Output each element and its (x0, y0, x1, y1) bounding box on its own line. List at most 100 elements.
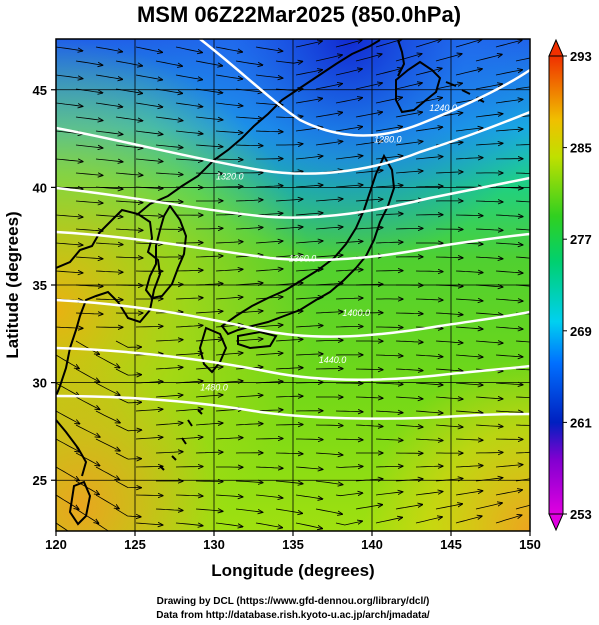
figure-title: MSM 06Z22Mar2025 (850.0hPa) (137, 2, 461, 27)
streamline-arrow (415, 127, 443, 132)
streamline-arrow (195, 395, 223, 397)
streamline-arrow (395, 54, 422, 62)
streamline-arrow (255, 325, 283, 327)
streamline-arrow (355, 425, 383, 427)
streamline-arrow (295, 98, 323, 104)
streamline-arrow (155, 452, 183, 453)
streamline-arrow (335, 411, 363, 412)
streamline-arrow (475, 341, 503, 343)
colorbar-min-triangle (548, 513, 564, 532)
streamline-arrow (275, 116, 303, 117)
streamline-arrow (435, 504, 463, 510)
streamline-arrow (75, 368, 100, 382)
streamline-arrow (455, 299, 483, 301)
contour-labels: 1240.0 1280.0 1320.0 1360.0 1400.0 1440.0 1480… (200, 103, 457, 392)
streamline-arrow (455, 491, 483, 496)
streamline-arrow (315, 227, 343, 229)
streamline-arrow (75, 424, 100, 437)
streamline-arrow (235, 200, 263, 201)
streamline-arrow (235, 339, 263, 341)
contour-label: 1400.0 (342, 308, 370, 318)
streamline-arrow (395, 341, 423, 342)
wind-streamlines (56, 39, 530, 531)
streamline-arrow (215, 297, 243, 299)
streamline-arrow (175, 270, 203, 271)
colorbar-tick-label: 253 (570, 507, 592, 522)
credit-data: Data from http://database.rish.kyoto-u.a… (156, 610, 430, 621)
coastlines (56, 39, 485, 526)
streamline-arrow (195, 116, 223, 120)
x-tick-label: 125 (124, 537, 146, 552)
streamline-arrow (475, 503, 502, 510)
streamline-arrow (155, 173, 183, 175)
streamline-arrow (415, 466, 443, 467)
streamline-arrow (415, 411, 443, 413)
streamline-arrow (175, 467, 203, 468)
streamline-arrow (56, 102, 83, 106)
streamline-arrow (335, 241, 363, 243)
streamline-arrow (115, 173, 143, 175)
streamline-arrow (275, 339, 303, 341)
streamline-arrow (195, 311, 223, 313)
streamline-arrow (95, 466, 120, 480)
streamline-arrow (375, 242, 403, 243)
y-tick-label: 25 (33, 473, 47, 488)
streamline-arrow (255, 439, 283, 440)
streamline-arrow (195, 452, 223, 453)
streamline-arrow (335, 69, 362, 76)
streamline-arrow (215, 131, 243, 133)
streamline-arrow (295, 494, 323, 499)
streamline-arrow (495, 299, 523, 301)
streamline-arrow (495, 129, 523, 131)
temperature-field: 1240.0 1280.0 1320.0 1360.0 1400.0 1440.0 1480… (56, 39, 530, 531)
streamline-arrow (195, 145, 223, 147)
streamline-arrow (395, 369, 423, 371)
streamline-arrow (56, 466, 79, 481)
streamline-arrow (56, 215, 83, 217)
streamline-arrow (395, 141, 423, 146)
streamline-arrow (475, 397, 503, 399)
streamline-arrow (375, 156, 403, 160)
streamline-arrow (355, 505, 383, 510)
streamline-arrow (315, 255, 343, 257)
streamline-arrow (415, 299, 443, 300)
streamline-arrow (495, 383, 523, 385)
streamline-arrow (75, 396, 100, 410)
streamline-arrow (375, 517, 402, 524)
streamline-arrow (75, 60, 103, 65)
streamline-arrow (335, 98, 363, 104)
streamline-arrow (155, 367, 183, 369)
streamline-arrow (155, 145, 183, 148)
streamline-arrow (215, 46, 243, 52)
streamline-arrow (335, 156, 363, 160)
streamline-arrow (455, 327, 483, 329)
streamline-arrow (255, 522, 283, 528)
streamline-arrow (195, 509, 223, 511)
colorbar: 253 261 269 277 285 293 (548, 38, 592, 532)
contour-label: 1280.0 (374, 134, 402, 144)
streamline-arrow (255, 186, 283, 187)
streamline-arrow (215, 522, 243, 527)
streamline-arrow (95, 215, 123, 217)
streamline-arrow (255, 467, 283, 468)
streamline-arrow (95, 102, 123, 107)
streamline-arrow (315, 55, 342, 62)
streamline-arrow (375, 185, 403, 187)
x-tick-label: 140 (361, 537, 383, 552)
x-tick-label: 120 (45, 537, 67, 552)
streamline-arrow (215, 102, 243, 106)
streamline-arrow (475, 229, 503, 230)
streamline-arrow (275, 453, 303, 454)
streamline-arrow (155, 116, 183, 121)
streamline-arrow (515, 57, 530, 62)
streamline-arrow (375, 127, 403, 132)
streamline-arrow (395, 397, 423, 399)
streamline-arrow (495, 70, 523, 76)
x-axis: 120 125 130 135 140 145 150 (45, 531, 541, 552)
streamline-arrow (175, 353, 203, 355)
streamline-arrow (375, 466, 403, 467)
streamline-arrow (175, 409, 203, 411)
streamline-arrow (415, 517, 442, 524)
y-tick-label: 45 (33, 83, 47, 98)
streamline-arrow (295, 185, 323, 187)
